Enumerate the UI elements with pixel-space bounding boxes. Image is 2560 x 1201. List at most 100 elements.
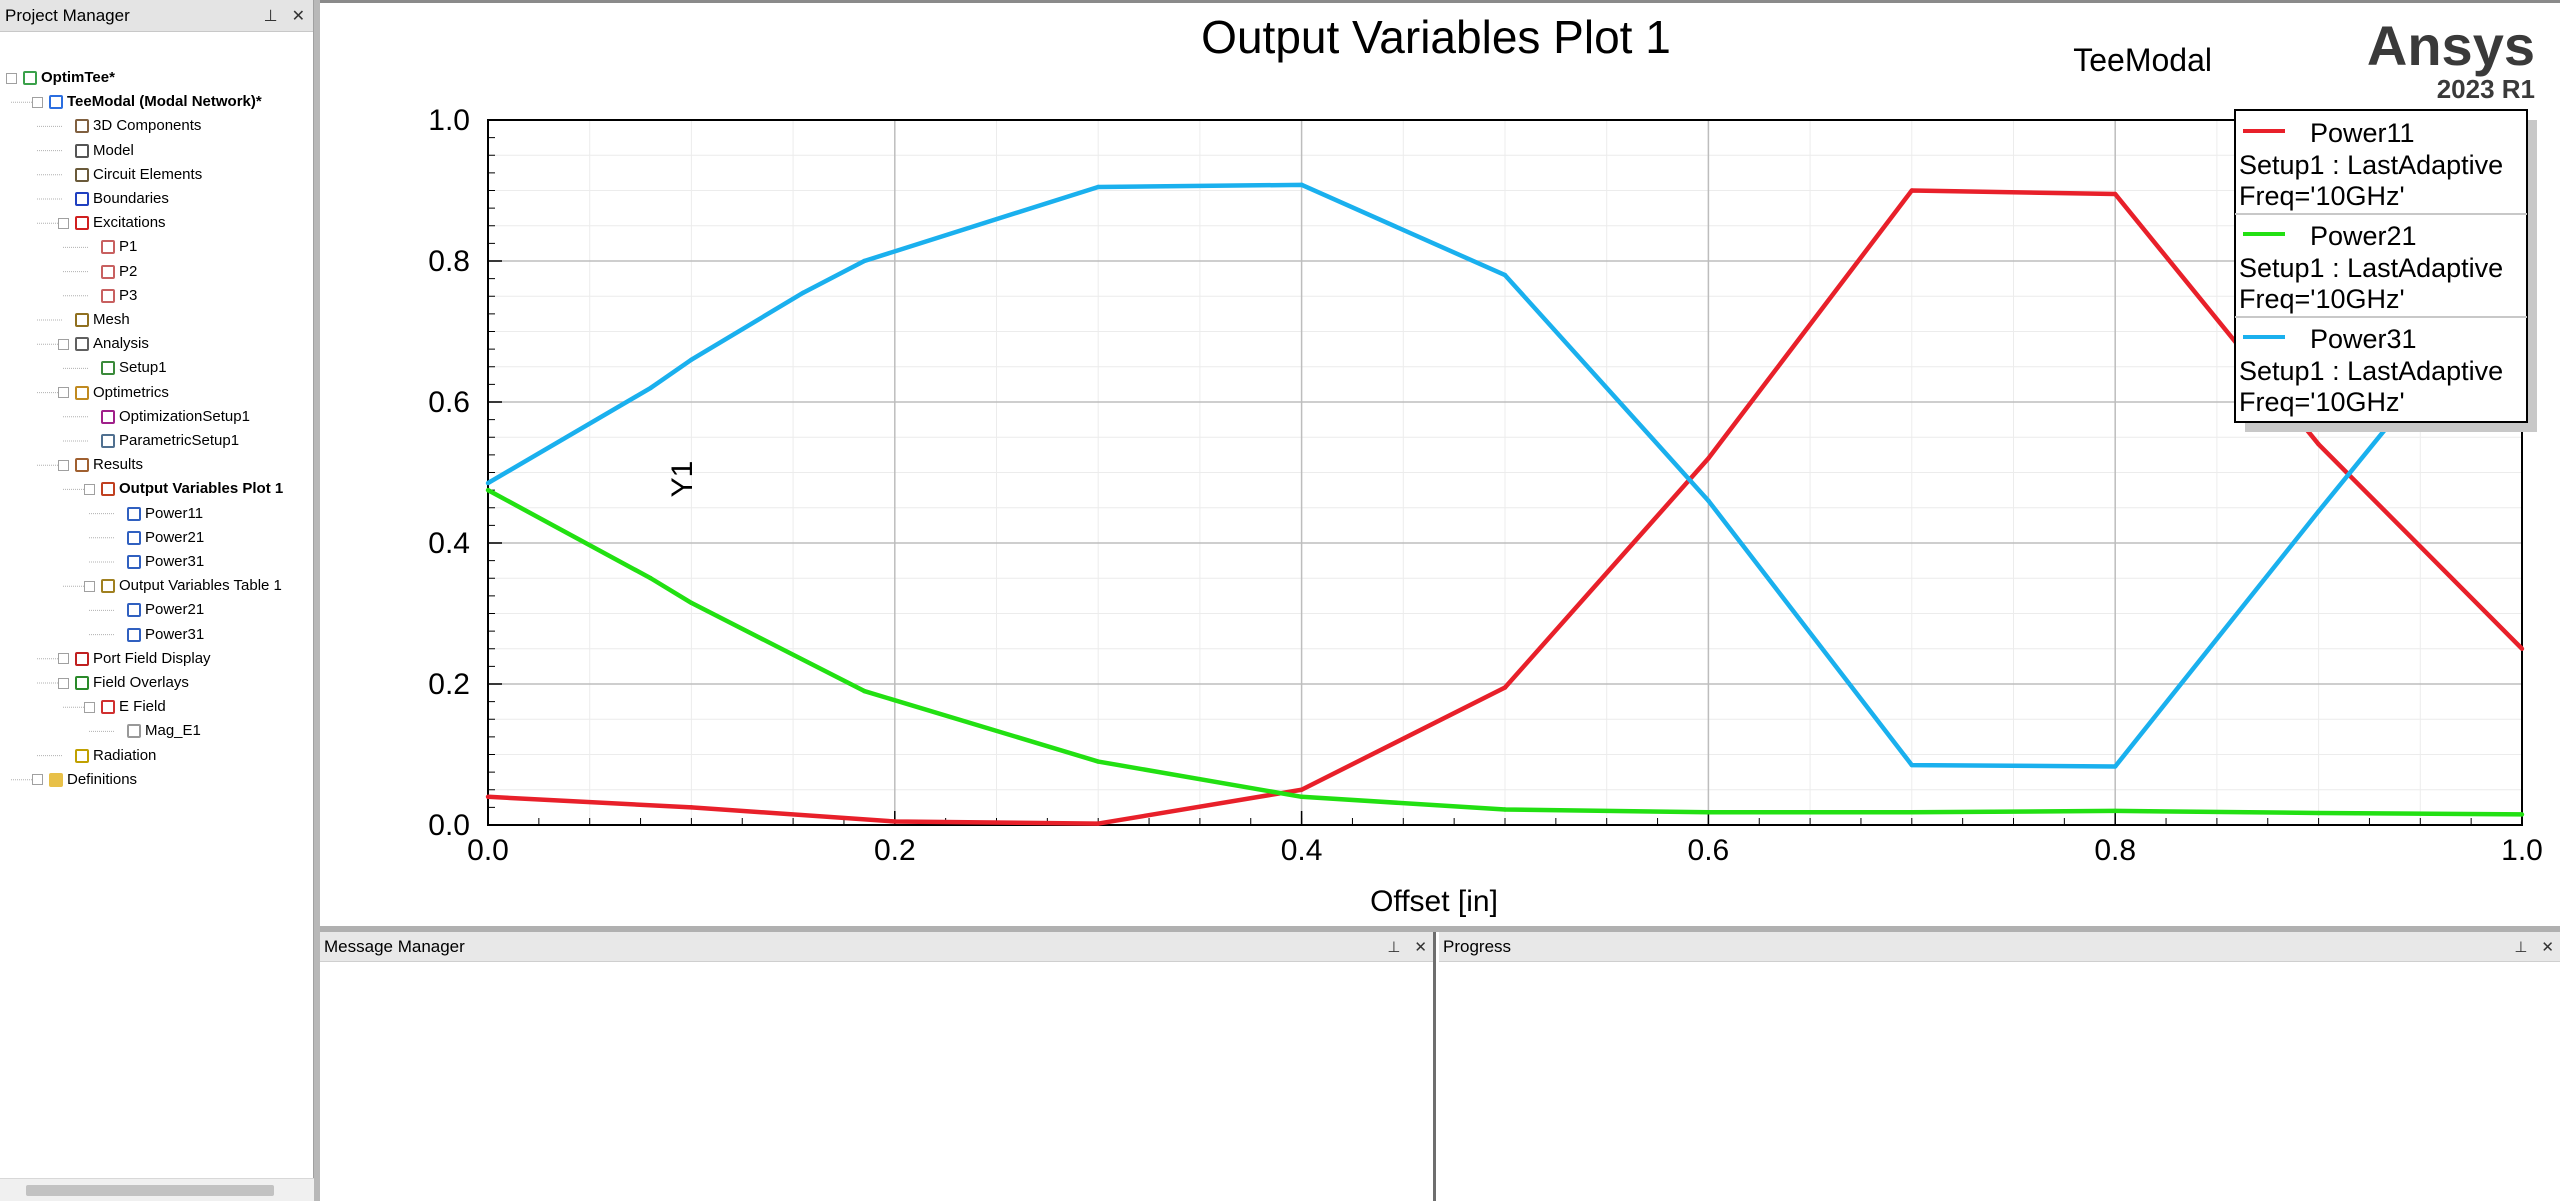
pin-icon[interactable]: ⊥ bbox=[263, 8, 278, 25]
tree-item[interactable]: Circuit Elements bbox=[58, 163, 202, 187]
trace-icon bbox=[127, 530, 141, 545]
tree-item[interactable]: Power31 bbox=[110, 623, 204, 647]
pin-icon[interactable]: ⊥ bbox=[2514, 939, 2528, 956]
series-power11-point bbox=[485, 794, 491, 799]
series-power11-point bbox=[892, 819, 897, 824]
series-power21-point bbox=[1299, 794, 1304, 799]
collapse-icon[interactable] bbox=[84, 580, 95, 592]
tree-item[interactable]: P3 bbox=[84, 284, 137, 308]
tree-item-label: P3 bbox=[119, 286, 138, 304]
design-icon bbox=[49, 95, 63, 110]
collapse-icon[interactable] bbox=[84, 701, 95, 713]
table-icon bbox=[101, 579, 115, 594]
tree-item[interactable]: Results bbox=[58, 453, 143, 477]
tree-item[interactable]: 3D Components bbox=[58, 114, 201, 138]
collapse-icon[interactable] bbox=[6, 72, 17, 84]
pin-icon[interactable]: ⊥ bbox=[1387, 939, 1401, 956]
collapse-icon[interactable] bbox=[58, 459, 69, 471]
tree-item-label: Field Overlays bbox=[93, 674, 189, 691]
collapse-icon[interactable] bbox=[58, 338, 69, 350]
tree-item[interactable]: E Field bbox=[84, 695, 166, 719]
series-power11-point bbox=[2113, 191, 2118, 197]
tree-item[interactable]: OptimizationSetup1 bbox=[84, 405, 250, 429]
horizontal-splitter[interactable] bbox=[320, 926, 2560, 932]
tree-item[interactable]: TeeModal (Modal Network)* bbox=[32, 90, 262, 114]
x-tick-label: 1.0 bbox=[2501, 834, 2543, 867]
tree-item[interactable]: Model bbox=[58, 139, 134, 163]
tree-item[interactable]: Mag_E1 bbox=[110, 719, 201, 743]
series-power31-point bbox=[1706, 498, 1711, 503]
tree-item[interactable]: Power21 bbox=[110, 526, 204, 550]
tree-item[interactable]: Radiation bbox=[58, 744, 156, 768]
legend-box bbox=[2234, 109, 2528, 423]
collapse-icon[interactable] bbox=[58, 677, 69, 689]
model-icon bbox=[75, 143, 89, 158]
tree-item[interactable]: Excitations bbox=[58, 211, 166, 235]
series-power31-point bbox=[689, 357, 694, 362]
trace-icon bbox=[127, 627, 141, 642]
mag-icon bbox=[127, 724, 141, 739]
tree-item-label: P1 bbox=[119, 238, 138, 256]
tree-item[interactable]: Mesh bbox=[58, 308, 130, 332]
collapse-icon[interactable] bbox=[58, 387, 69, 399]
project-manager-panel: Project Manager ⊥ ✕ OptimTee* TeeModal (M… bbox=[0, 0, 314, 1201]
close-icon[interactable]: ✕ bbox=[2541, 939, 2554, 956]
setup-icon bbox=[101, 361, 115, 376]
series-power31-point bbox=[2113, 764, 2118, 769]
tree-item[interactable]: ParametricSetup1 bbox=[84, 429, 239, 453]
series-power11-point bbox=[1096, 821, 1101, 826]
legend-freq-label: Freq='10GHz' bbox=[2239, 284, 2405, 314]
tree-item-label: Radiation bbox=[93, 746, 157, 764]
collapse-icon[interactable] bbox=[32, 96, 43, 108]
expand-icon[interactable] bbox=[32, 774, 43, 786]
tree-item-label: Power11 bbox=[145, 504, 204, 522]
port-field-icon bbox=[75, 651, 89, 666]
tree-item[interactable]: Setup1 bbox=[84, 356, 167, 380]
tree-item-label: Output Variables Table 1 bbox=[119, 577, 282, 595]
tree-item[interactable]: OptimTee* bbox=[6, 66, 115, 90]
series-power11-point bbox=[2519, 646, 2525, 651]
tree-item-label: Excitations bbox=[93, 214, 166, 232]
plot-canvas: 0.0 0.2 0.4 0.6 0.8 1.0 0.0 0.2 0.4 0.6 0.8 1.0 Out… bbox=[428, 11, 2543, 918]
tree-item[interactable]: P2 bbox=[84, 260, 137, 284]
scrollbar-thumb[interactable] bbox=[26, 1185, 274, 1196]
tree-item[interactable]: Power31 bbox=[110, 550, 204, 574]
tree-item[interactable]: P1 bbox=[84, 235, 137, 259]
series-power21-point bbox=[2113, 808, 2118, 814]
vertical-splitter[interactable] bbox=[314, 0, 320, 1201]
optimetrics-icon bbox=[75, 385, 89, 400]
tree-item[interactable]: Analysis bbox=[58, 332, 149, 356]
tree-item[interactable]: Power11 bbox=[110, 502, 203, 526]
series-power31-point bbox=[485, 480, 491, 486]
legend-setup-label: Setup1 : LastAdaptive bbox=[2239, 356, 2503, 386]
collapse-icon[interactable] bbox=[58, 217, 69, 229]
close-icon[interactable]: ✕ bbox=[1414, 939, 1427, 956]
horizontal-scrollbar[interactable] bbox=[0, 1178, 314, 1201]
tree-item[interactable]: Field Overlays bbox=[58, 671, 189, 695]
mesh-icon bbox=[75, 313, 89, 327]
trace-icon bbox=[127, 555, 141, 569]
series-power31-point bbox=[1909, 762, 1915, 768]
legend-series-name: Power21 bbox=[2310, 221, 2417, 251]
y-tick-label: 0.4 bbox=[428, 527, 470, 560]
tree-item-label: 3D Components bbox=[93, 117, 202, 135]
progress-header: Progress ⊥ ✕ bbox=[1439, 932, 2560, 962]
close-icon[interactable]: ✕ bbox=[291, 8, 305, 25]
analysis-icon bbox=[75, 337, 89, 352]
series-power31-point bbox=[648, 385, 653, 391]
tree-item-label: Model bbox=[93, 141, 134, 159]
series-power31-point bbox=[1096, 184, 1101, 190]
brand-design-name: TeeModal bbox=[2073, 42, 2212, 78]
tree-item[interactable]: Output Variables Plot 1 bbox=[84, 477, 283, 501]
parametric-icon bbox=[101, 434, 115, 448]
expand-icon[interactable] bbox=[58, 653, 69, 665]
tree-item[interactable]: Port Field Display bbox=[58, 647, 211, 671]
tree-item[interactable]: Power21 bbox=[110, 598, 204, 622]
collapse-icon[interactable] bbox=[84, 483, 95, 495]
tree-item[interactable]: Output Variables Table 1 bbox=[84, 574, 282, 598]
series-power21-point bbox=[1909, 810, 1915, 815]
tree-item[interactable]: Optimetrics bbox=[58, 381, 169, 405]
tree-item[interactable]: Definitions bbox=[32, 768, 137, 792]
tree-item[interactable]: Boundaries bbox=[58, 187, 169, 211]
